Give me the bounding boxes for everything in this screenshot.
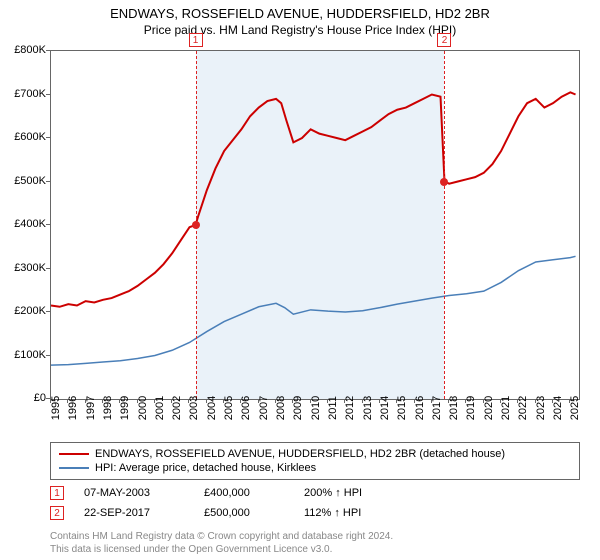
marker-dot	[192, 221, 200, 229]
sale-pct-1: 200% ↑ HPI	[304, 487, 362, 499]
legend-label: ENDWAYS, ROSSEFIELD AVENUE, HUDDERSFIELD…	[95, 448, 505, 460]
plot-area: 12	[50, 50, 580, 400]
y-tick-label: £600K	[0, 131, 46, 143]
marker-dash	[444, 51, 445, 399]
x-tick-label: 2025	[569, 396, 581, 420]
sale-row-2: 2 22-SEP-2017 £500,000 112% ↑ HPI	[50, 506, 580, 520]
series-line	[51, 92, 576, 306]
footer-line-1: Contains HM Land Registry data © Crown c…	[50, 530, 393, 543]
x-tick-label: 2005	[223, 396, 235, 420]
legend-label: HPI: Average price, detached house, Kirk…	[95, 462, 316, 474]
sale-row-1: 1 07-MAY-2003 £400,000 200% ↑ HPI	[50, 486, 580, 500]
x-tick-label: 2001	[154, 396, 166, 420]
x-tick-label: 2023	[535, 396, 547, 420]
x-tick-label: 2014	[379, 396, 391, 420]
x-tick-label: 2004	[206, 396, 218, 420]
x-tick-label: 2012	[344, 396, 356, 420]
sale-date-2: 22-SEP-2017	[84, 507, 184, 519]
x-tick-label: 2008	[275, 396, 287, 420]
x-tick-label: 2019	[465, 396, 477, 420]
y-tick-label: £0	[0, 392, 46, 404]
marker-dot	[440, 178, 448, 186]
legend-swatch	[59, 453, 89, 455]
line-plot	[51, 51, 579, 399]
sale-price-2: £500,000	[204, 507, 284, 519]
x-tick-label: 1995	[50, 396, 62, 420]
sale-date-1: 07-MAY-2003	[84, 487, 184, 499]
x-tick-label: 2009	[292, 396, 304, 420]
x-tick-label: 1996	[67, 396, 79, 420]
legend-swatch	[59, 467, 89, 469]
chart-subtitle: Price paid vs. HM Land Registry's House …	[0, 21, 600, 37]
x-tick-label: 2015	[396, 396, 408, 420]
sale-marker-1: 1	[50, 486, 64, 500]
x-tick-label: 2010	[310, 396, 322, 420]
x-tick-label: 2017	[431, 396, 443, 420]
sale-pct-2: 112% ↑ HPI	[304, 507, 361, 519]
x-tick-label: 2011	[327, 396, 339, 420]
footer-line-2: This data is licensed under the Open Gov…	[50, 543, 393, 556]
x-tick-label: 1999	[119, 396, 131, 420]
legend-row: HPI: Average price, detached house, Kirk…	[59, 461, 571, 475]
y-tick-label: £500K	[0, 175, 46, 187]
y-tick-label: £700K	[0, 88, 46, 100]
legend-row: ENDWAYS, ROSSEFIELD AVENUE, HUDDERSFIELD…	[59, 447, 571, 461]
marker-label-box: 2	[437, 33, 451, 47]
x-tick-label: 2007	[258, 396, 270, 420]
series-line	[51, 256, 576, 365]
x-tick-label: 2003	[188, 396, 200, 420]
legend-box: ENDWAYS, ROSSEFIELD AVENUE, HUDDERSFIELD…	[50, 442, 580, 480]
y-tick-label: £100K	[0, 349, 46, 361]
marker-label-box: 1	[189, 33, 203, 47]
x-tick-label: 2013	[362, 396, 374, 420]
x-tick-label: 2020	[483, 396, 495, 420]
sale-price-1: £400,000	[204, 487, 284, 499]
x-tick-label: 2024	[552, 396, 564, 420]
x-tick-label: 2016	[414, 396, 426, 420]
x-tick-label: 1998	[102, 396, 114, 420]
y-tick-label: £200K	[0, 305, 46, 317]
y-tick-label: £800K	[0, 44, 46, 56]
x-tick-label: 2006	[240, 396, 252, 420]
x-tick-label: 2002	[171, 396, 183, 420]
x-tick-label: 2018	[448, 396, 460, 420]
footer-text: Contains HM Land Registry data © Crown c…	[50, 530, 393, 556]
chart-title: ENDWAYS, ROSSEFIELD AVENUE, HUDDERSFIELD…	[0, 0, 600, 21]
y-tick-label: £400K	[0, 218, 46, 230]
sale-marker-2: 2	[50, 506, 64, 520]
y-tick-label: £300K	[0, 262, 46, 274]
x-tick-label: 1997	[85, 396, 97, 420]
chart-container: ENDWAYS, ROSSEFIELD AVENUE, HUDDERSFIELD…	[0, 0, 600, 560]
x-tick-label: 2000	[137, 396, 149, 420]
x-tick-label: 2021	[500, 396, 512, 420]
x-tick-label: 2022	[517, 396, 529, 420]
